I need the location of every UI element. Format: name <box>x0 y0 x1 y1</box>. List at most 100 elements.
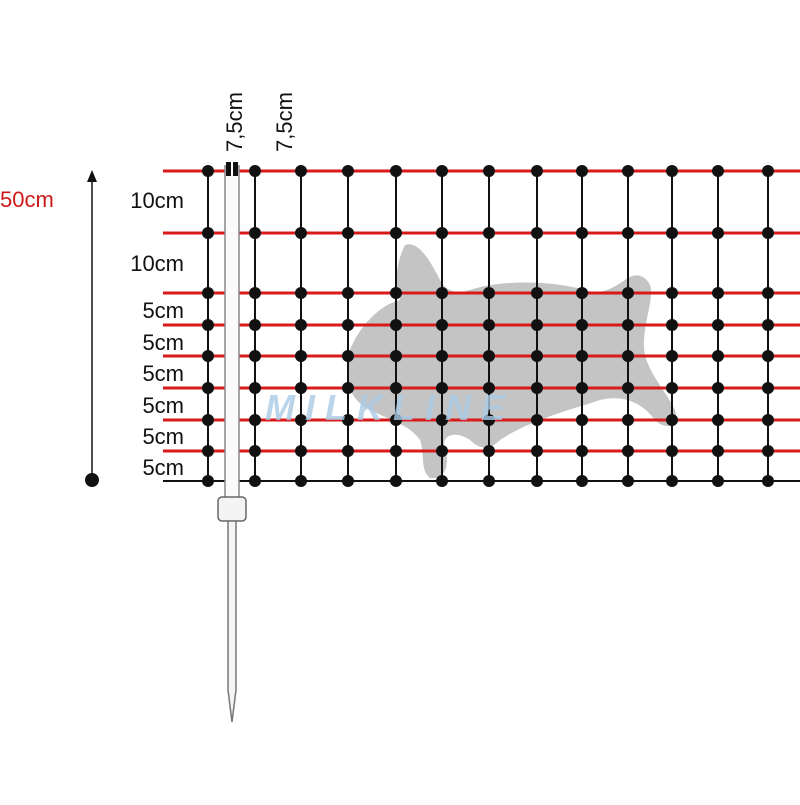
spacing-label: 5cm <box>142 361 184 386</box>
knot <box>436 227 448 239</box>
knot <box>249 350 261 362</box>
knot <box>622 165 634 177</box>
knot <box>202 165 214 177</box>
watermark: MILKLINE <box>265 387 515 428</box>
knot <box>762 287 774 299</box>
knot <box>390 350 402 362</box>
knot <box>762 445 774 457</box>
knot <box>483 165 495 177</box>
knot <box>666 382 678 394</box>
knot <box>436 445 448 457</box>
knot <box>483 414 495 426</box>
knot <box>483 445 495 457</box>
knot <box>202 382 214 394</box>
knot <box>576 475 588 487</box>
knot <box>483 475 495 487</box>
knot <box>712 445 724 457</box>
knot <box>762 382 774 394</box>
knot <box>295 227 307 239</box>
knot <box>483 382 495 394</box>
knot <box>390 287 402 299</box>
knot <box>390 227 402 239</box>
knot <box>436 350 448 362</box>
knot <box>531 319 543 331</box>
knot <box>531 382 543 394</box>
knot <box>295 382 307 394</box>
spacing-label: 5cm <box>142 455 184 480</box>
knot <box>202 287 214 299</box>
knot <box>666 414 678 426</box>
knot <box>576 350 588 362</box>
knot <box>712 165 724 177</box>
knot <box>762 475 774 487</box>
knot <box>342 227 354 239</box>
knot <box>202 319 214 331</box>
post-spacing-label: 7,5cm <box>272 92 297 152</box>
knot <box>531 287 543 299</box>
knot <box>342 287 354 299</box>
knot <box>483 227 495 239</box>
spacing-label: 5cm <box>142 330 184 355</box>
knot <box>762 414 774 426</box>
fence-mesh <box>163 165 800 487</box>
knot <box>249 227 261 239</box>
knot <box>576 165 588 177</box>
knot <box>666 350 678 362</box>
knot <box>622 445 634 457</box>
knot <box>576 319 588 331</box>
knot <box>295 445 307 457</box>
knot <box>202 475 214 487</box>
knot <box>436 382 448 394</box>
knot <box>531 445 543 457</box>
knot <box>436 287 448 299</box>
knot <box>390 445 402 457</box>
spacing-label: 10cm <box>130 188 184 213</box>
knot <box>762 165 774 177</box>
spacing-label: 5cm <box>142 424 184 449</box>
knot <box>295 319 307 331</box>
spacing-label: 10cm <box>130 251 184 276</box>
total-height-label: 50cm <box>0 187 54 212</box>
post-spacing-label: 7,5cm <box>222 92 247 152</box>
knot <box>531 350 543 362</box>
knot <box>712 319 724 331</box>
knot <box>483 319 495 331</box>
spacing-labels: 10cm 10cm 5cm 5cm 5cm 5cm 5cm 5cm <box>130 188 184 480</box>
knot <box>342 475 354 487</box>
knot <box>666 165 678 177</box>
knot <box>576 227 588 239</box>
knot <box>249 319 261 331</box>
knot <box>295 475 307 487</box>
knot <box>249 475 261 487</box>
knot <box>712 287 724 299</box>
knot <box>531 227 543 239</box>
knot <box>622 414 634 426</box>
knot <box>762 319 774 331</box>
knot <box>576 382 588 394</box>
knot <box>622 227 634 239</box>
knot <box>531 414 543 426</box>
knot <box>342 414 354 426</box>
knot <box>762 350 774 362</box>
knot <box>483 350 495 362</box>
knot <box>622 382 634 394</box>
knot <box>666 445 678 457</box>
knot <box>249 382 261 394</box>
knot <box>202 445 214 457</box>
knot <box>666 227 678 239</box>
knot <box>666 319 678 331</box>
knot <box>436 475 448 487</box>
knot <box>762 227 774 239</box>
height-arrow <box>85 170 99 487</box>
knot <box>531 165 543 177</box>
knot <box>342 319 354 331</box>
knot <box>390 414 402 426</box>
knot <box>436 165 448 177</box>
knot <box>249 445 261 457</box>
knot <box>295 414 307 426</box>
knot <box>295 287 307 299</box>
spacing-label: 5cm <box>142 393 184 418</box>
knot <box>202 350 214 362</box>
knot <box>342 165 354 177</box>
